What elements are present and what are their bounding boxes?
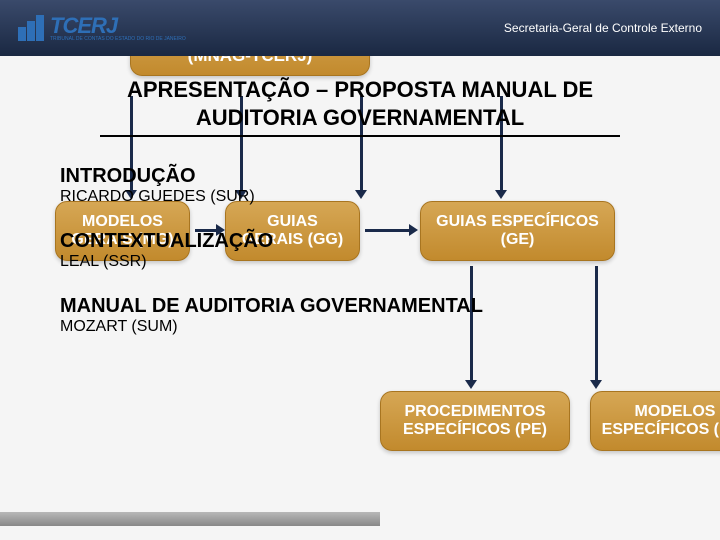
section-sub: LEAL (SSR) — [60, 253, 660, 271]
section-sub: RICARDO GUEDES (SUR) — [60, 188, 660, 206]
section-contextualizacao: CONTEXTUALIZAÇÃO LEAL (SSR) — [60, 230, 660, 271]
footer-decor-bar — [0, 512, 380, 526]
section-manual: MANUAL DE AUDITORIA GOVERNAMENTAL MOZART… — [60, 295, 660, 336]
section-head: INTRODUÇÃO — [60, 165, 660, 188]
logo-subtitle: TRIBUNAL DE CONTAS DO ESTADO DO RIO DE J… — [50, 37, 186, 42]
section-sub: MOZART (SUM) — [60, 318, 660, 336]
logo: TCERJ TRIBUNAL DE CONTAS DO ESTADO DO RI… — [18, 15, 186, 42]
page-title: APRESENTAÇÃO – PROPOSTA MANUAL DE AUDITO… — [100, 76, 620, 137]
logo-name: TCERJ — [50, 15, 186, 37]
section-introducao: INTRODUÇÃO RICARDO GUEDES (SUR) — [60, 165, 660, 206]
bg-box-pe-l2: ESPECÍFICOS (PE) — [403, 421, 547, 439]
bg-box-pe: PROCEDIMENTOS ESPECÍFICOS (PE) — [380, 391, 570, 451]
section-head: CONTEXTUALIZAÇÃO — [60, 230, 660, 253]
content-layer: APRESENTAÇÃO – PROPOSTA MANUAL DE AUDITO… — [0, 56, 720, 360]
bg-box-pe-l1: PROCEDIMENTOS — [404, 403, 545, 421]
header-right-text: Secretaria-Geral de Controle Externo — [504, 21, 702, 35]
bg-box-me: MODELOS ESPECÍFICOS (ME) — [590, 391, 720, 451]
bg-box-me-l1: MODELOS — [635, 403, 716, 421]
bg-box-me-l2: ESPECÍFICOS (ME) — [602, 421, 720, 439]
section-head: MANUAL DE AUDITORIA GOVERNAMENTAL — [60, 295, 660, 318]
header-bar: TCERJ TRIBUNAL DE CONTAS DO ESTADO DO RI… — [0, 0, 720, 56]
logo-mark-icon — [18, 15, 44, 41]
